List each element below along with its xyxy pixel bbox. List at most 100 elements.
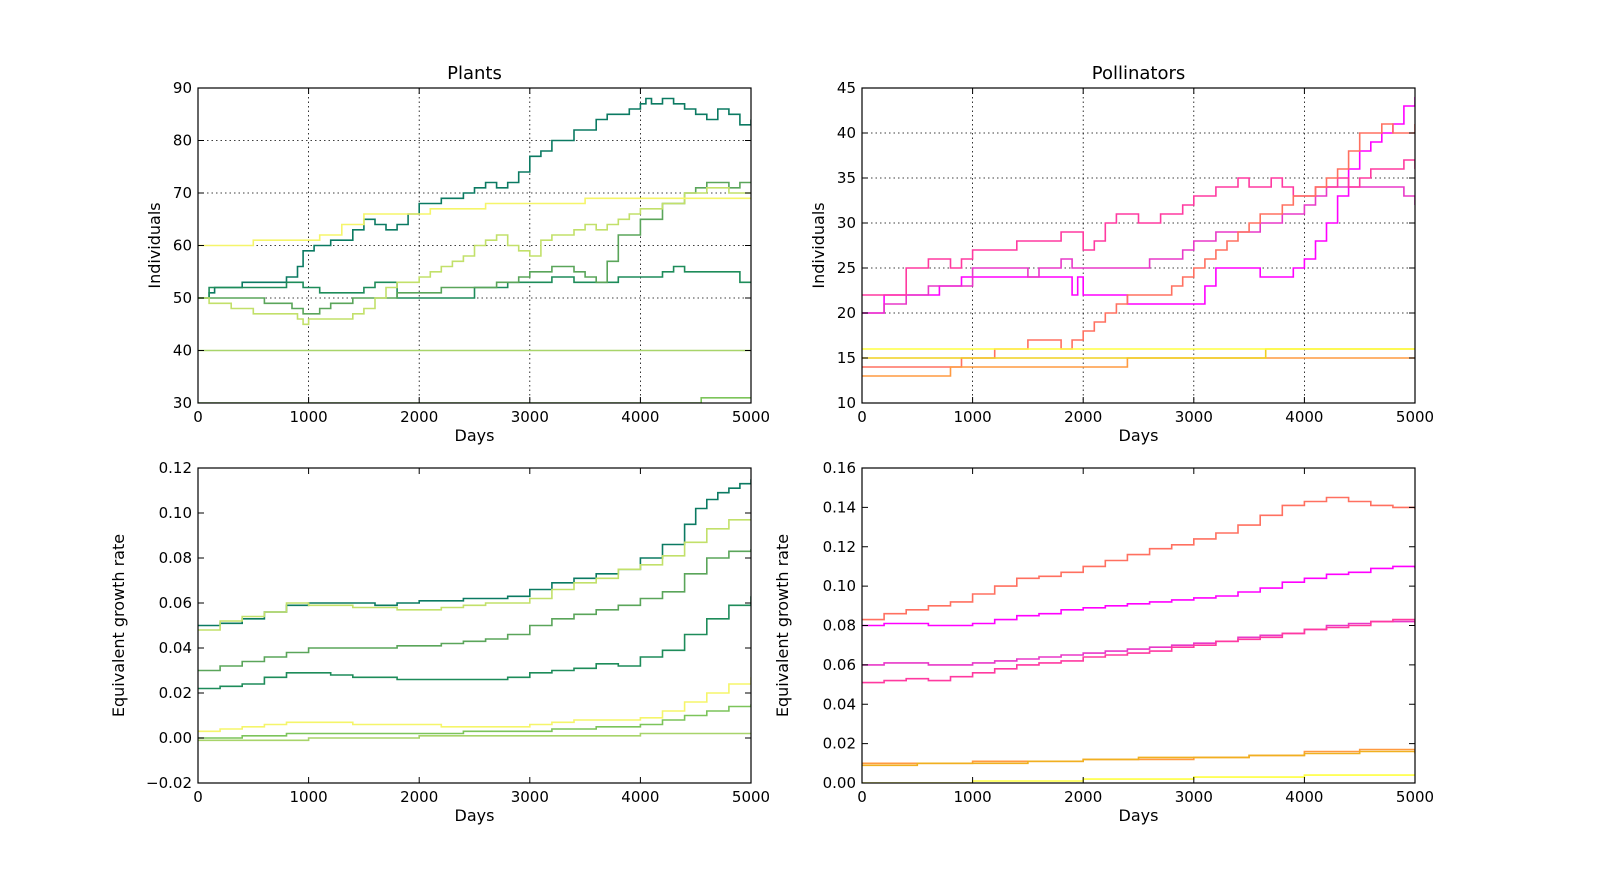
series-line-1 [198, 265, 751, 299]
series-line-2 [198, 549, 751, 672]
y-axis-label: Individuals [809, 202, 828, 288]
y-tick-label: 0.10 [823, 577, 856, 595]
series-line-1 [862, 565, 1415, 627]
y-tick-label: 70 [173, 184, 192, 202]
y-tick-label: 0.00 [159, 729, 192, 747]
y-tick-label: 50 [173, 289, 192, 307]
chart-panel-1: 0 1000 2000 3000 4000 5000 10 15 20 25 30 35 40 45 Day… [809, 63, 1434, 445]
series-line-0 [862, 496, 1415, 621]
x-tick-label: 2000 [1064, 788, 1102, 806]
y-tick-label: 30 [173, 394, 192, 412]
series-line-3 [862, 123, 1415, 368]
plot-frame [197, 467, 752, 784]
x-tick-label: 4000 [1285, 408, 1323, 426]
x-tick-label: 0 [857, 788, 867, 806]
series-line-1 [198, 519, 751, 631]
y-tick-label: 0.04 [159, 639, 192, 657]
x-axis-label: Days [455, 806, 495, 825]
chart-panel-2: 0 1000 2000 3000 4000 5000 −0.02 0.00 0.02 0.04 0.… [109, 459, 770, 825]
x-tick-label: 2000 [400, 788, 438, 806]
x-tick-label: 0 [193, 408, 203, 426]
y-tick-label: 0.14 [823, 498, 856, 516]
y-tick-label: 45 [837, 79, 856, 97]
series-line-2 [862, 159, 1415, 296]
y-tick-label: 0.08 [159, 549, 192, 567]
series-line-4 [198, 197, 751, 247]
chart-title: Pollinators [1092, 63, 1186, 84]
series-line-4 [198, 677, 751, 733]
x-tick-label: 5000 [1396, 408, 1434, 426]
y-tick-label: 0.08 [823, 617, 856, 635]
x-axis-label: Days [1119, 426, 1159, 445]
series-group [862, 97, 1415, 377]
x-tick-label: 4000 [1285, 788, 1323, 806]
x-tick-label: 2000 [400, 408, 438, 426]
y-axis-label: Equivalent growth rate [109, 534, 128, 717]
series-line-6 [862, 774, 1415, 783]
y-tick-label: 0.12 [159, 459, 192, 477]
y-tick-label: 40 [173, 342, 192, 360]
x-axis-label: Days [1119, 806, 1159, 825]
x-tick-label: 1000 [954, 788, 992, 806]
x-tick-label: 0 [857, 408, 867, 426]
y-tick-label: 0.04 [823, 695, 856, 713]
series-line-0 [862, 97, 1415, 314]
x-tick-label: 5000 [732, 788, 770, 806]
y-tick-label: 0.16 [823, 459, 856, 477]
series-line-0 [198, 479, 751, 627]
series-line-0 [198, 97, 751, 299]
series-line-5 [862, 348, 1415, 359]
y-tick-label: 35 [837, 169, 856, 187]
x-tick-label: 1000 [290, 408, 328, 426]
x-tick-label: 5000 [732, 408, 770, 426]
series-line-6 [198, 397, 751, 403]
series-group [198, 97, 751, 403]
x-tick-label: 3000 [1175, 788, 1213, 806]
x-tick-label: 5000 [1396, 788, 1434, 806]
plot-frame [861, 87, 1416, 404]
y-tick-label: 60 [173, 237, 192, 255]
y-tick-label: 10 [837, 394, 856, 412]
series-line-1 [862, 186, 1415, 314]
x-tick-label: 2000 [1064, 408, 1102, 426]
x-tick-label: 4000 [621, 408, 659, 426]
y-tick-label: 0.12 [823, 538, 856, 556]
y-tick-label: 30 [837, 214, 856, 232]
y-axis-label: Equivalent growth rate [773, 534, 792, 717]
y-tick-label: 25 [837, 259, 856, 277]
series-line-5 [198, 704, 751, 739]
series-line-6 [198, 732, 751, 742]
y-tick-label: 0.00 [823, 774, 856, 792]
x-tick-label: 4000 [621, 788, 659, 806]
series-line-3 [198, 596, 751, 690]
series-group [198, 479, 751, 742]
x-tick-label: 0 [193, 788, 203, 806]
x-tick-label: 3000 [511, 788, 549, 806]
chart-panel-0: 0 1000 2000 3000 4000 5000 30 40 50 60 70 80 90 Days I… [145, 63, 770, 445]
series-line-5 [862, 750, 1415, 767]
x-tick-label: 1000 [954, 408, 992, 426]
y-tick-label: 0.02 [159, 684, 192, 702]
y-tick-label: 0.06 [823, 656, 856, 674]
y-tick-label: 80 [173, 132, 192, 150]
series-line-3 [198, 187, 751, 326]
x-tick-label: 3000 [1175, 408, 1213, 426]
chart-panel-3: 0 1000 2000 3000 4000 5000 0.00 0.02 0.04 0.06 0.0… [773, 459, 1434, 825]
series-line-3 [862, 618, 1415, 684]
x-axis-label: Days [455, 426, 495, 445]
y-tick-label: 15 [837, 349, 856, 367]
y-tick-label: 0.10 [159, 504, 192, 522]
series-line-4 [862, 748, 1415, 765]
y-tick-label: 40 [837, 124, 856, 142]
series-group [862, 496, 1415, 783]
y-tick-label: 0.06 [159, 594, 192, 612]
x-tick-label: 1000 [290, 788, 328, 806]
y-tick-label: 90 [173, 79, 192, 97]
y-tick-label: −0.02 [146, 774, 192, 792]
y-axis-label: Individuals [145, 202, 164, 288]
x-tick-label: 3000 [511, 408, 549, 426]
y-tick-label: 0.02 [823, 735, 856, 753]
chart-title: Plants [447, 63, 502, 84]
y-tick-label: 20 [837, 304, 856, 322]
